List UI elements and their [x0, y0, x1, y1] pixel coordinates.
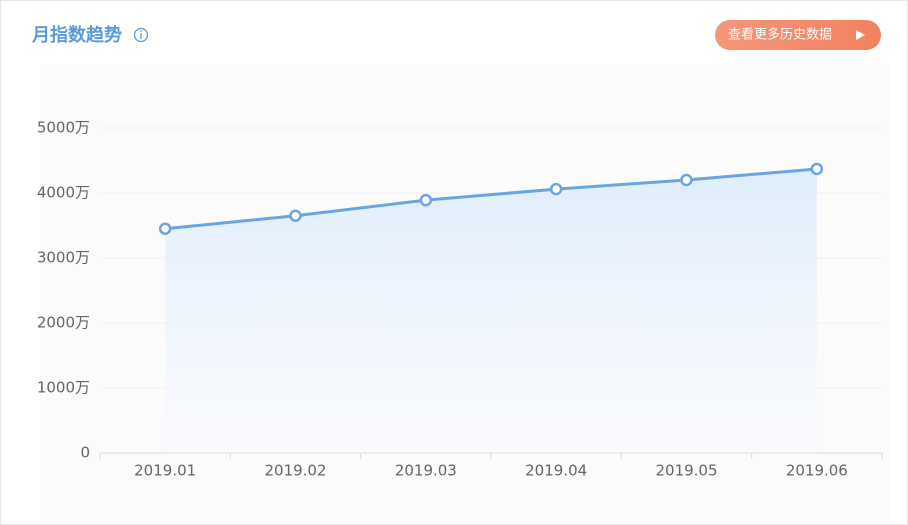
point [158, 222, 172, 235]
x-tick-label: 2019.02 [264, 462, 326, 480]
y-tick-label: 1000万 [37, 379, 90, 397]
info-icon [133, 27, 149, 43]
y-tick-label: 0 [80, 444, 90, 462]
point [419, 193, 433, 207]
y-tick-label: 2000万 [37, 314, 90, 332]
point [549, 182, 563, 196]
x-tick-label: 2019.06 [786, 462, 848, 480]
chart-title: 月指数趋势 [31, 24, 122, 46]
point [680, 173, 693, 187]
button-arrow[interactable] [856, 30, 865, 40]
history-button[interactable]: 查看更多历史数据 [715, 20, 881, 50]
x-tick-label: 2019.05 [655, 462, 717, 480]
area [165, 168, 817, 453]
point [810, 162, 824, 176]
line [165, 167, 817, 231]
x-tick-label: 2019.04 [525, 462, 587, 480]
x-tick-label: 2019.01 [134, 462, 196, 480]
x-tick-label: 2019.03 [395, 462, 457, 480]
point [289, 209, 302, 222]
button-background[interactable] [715, 20, 881, 50]
button-label[interactable]: 查看更多历史数据 [728, 27, 832, 43]
y-tick-label: 5000万 [37, 119, 90, 137]
y-tick-label: 4000万 [37, 184, 90, 202]
y-tick-label: 3000万 [37, 249, 90, 267]
